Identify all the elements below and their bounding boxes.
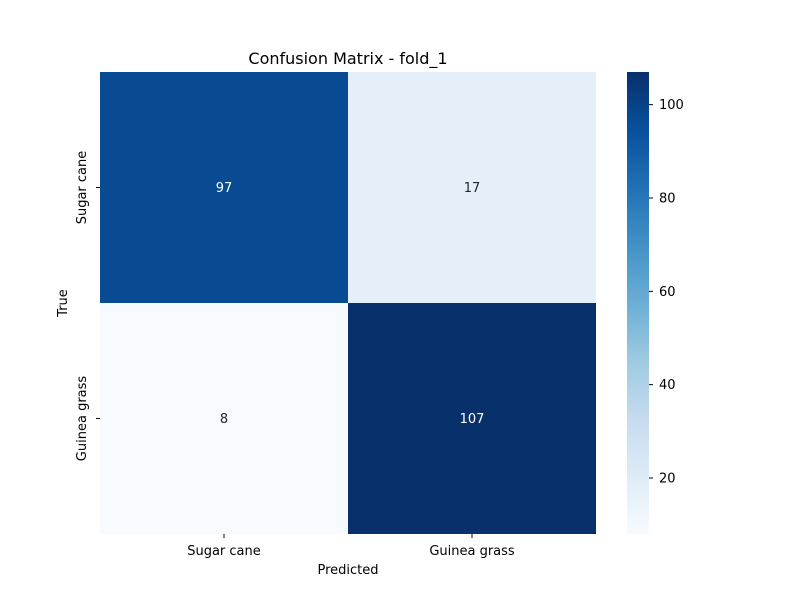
cell-value-label: 107 <box>460 412 485 427</box>
chart-title: Confusion Matrix - fold_1 <box>248 49 447 69</box>
heatmap-cell <box>100 72 348 303</box>
heatmap-cell-labels: 97 17 8 107 <box>216 181 485 427</box>
y-axis-label: True <box>56 289 71 318</box>
colorbar-tick-label: 80 <box>659 192 676 207</box>
colorbar-tick-label: 40 <box>659 378 676 393</box>
y-tick-label: Sugar cane <box>75 151 90 225</box>
colorbar <box>627 72 649 534</box>
colorbar-tick-label: 20 <box>659 472 676 487</box>
cell-value-label: 8 <box>220 412 228 427</box>
y-tick-label: Guinea grass <box>75 376 90 462</box>
heatmap-cell <box>100 303 348 534</box>
heatmap-cells <box>100 72 596 534</box>
cell-value-label: 97 <box>216 181 233 196</box>
heatmap-cell <box>348 72 596 303</box>
x-axis-ticks: Sugar cane Guinea grass <box>187 534 515 559</box>
colorbar-tick-label: 60 <box>659 285 676 300</box>
y-axis-ticks: Sugar cane Guinea grass <box>75 151 100 461</box>
heatmap-cell <box>348 303 596 534</box>
colorbar-tick-label: 100 <box>659 98 684 113</box>
cell-value-label: 17 <box>464 181 481 196</box>
x-axis-label: Predicted <box>317 563 378 578</box>
colorbar-ticks: 20 40 60 80 100 <box>649 98 684 487</box>
x-tick-label: Guinea grass <box>429 544 515 559</box>
x-tick-label: Sugar cane <box>187 544 261 559</box>
